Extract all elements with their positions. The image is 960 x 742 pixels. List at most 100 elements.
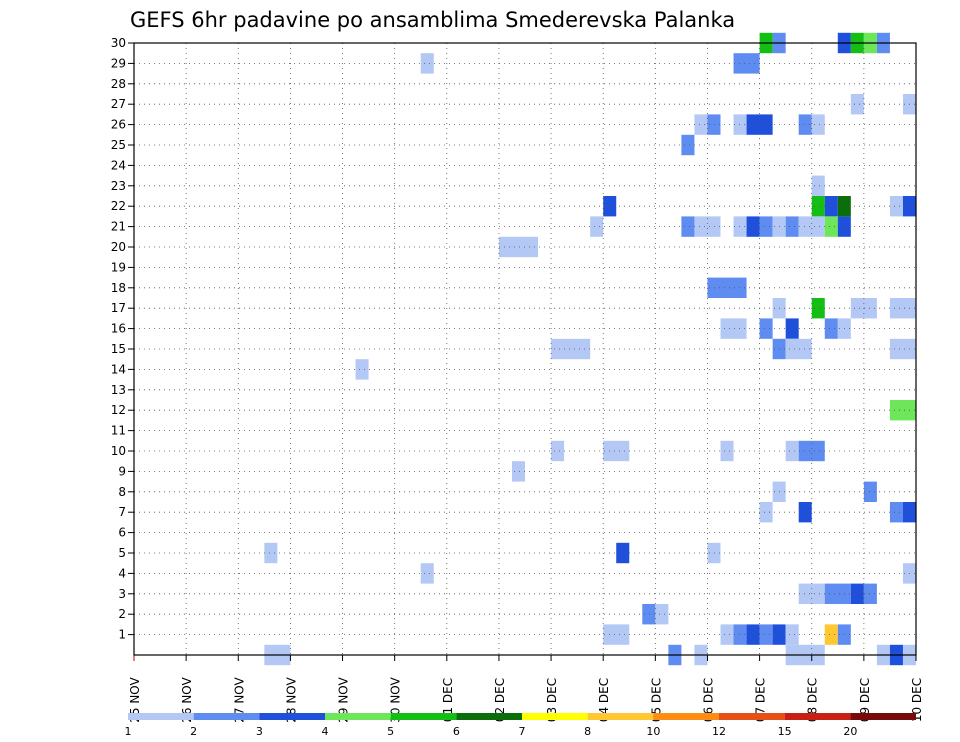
heatmap-cell xyxy=(811,196,825,217)
heatmap-cell xyxy=(798,440,825,462)
y-tick-label: 1 xyxy=(118,628,126,642)
heatmap-cell xyxy=(759,502,773,523)
y-tick-label: 17 xyxy=(111,301,126,315)
heatmap-cell xyxy=(694,216,721,237)
heatmap-cell xyxy=(811,298,825,319)
y-tick-label: 5 xyxy=(118,546,126,560)
x-tick-label: 29 NOV xyxy=(337,676,351,722)
legend-swatch xyxy=(587,713,654,720)
x-tick-label: 30 NOV xyxy=(389,676,403,722)
heatmap-cell xyxy=(720,624,734,645)
y-tick-label: 24 xyxy=(111,158,126,172)
legend-swatch xyxy=(390,713,457,720)
heatmap-cell xyxy=(498,236,539,258)
heatmap-cell xyxy=(889,502,903,523)
heatmap-cell xyxy=(655,604,669,625)
x-tick-label: 08 DEC xyxy=(806,678,820,722)
y-tick-label: 25 xyxy=(111,138,126,152)
y-tick-label: 15 xyxy=(111,342,126,356)
legend-label: 3 xyxy=(256,725,263,738)
heatmap-cell xyxy=(785,338,812,360)
legend-swatch xyxy=(653,713,719,720)
y-tick-label: 29 xyxy=(111,56,126,70)
x-tick-label: 03 DEC xyxy=(545,678,559,722)
heatmap-cell xyxy=(720,318,747,339)
legend-swatch xyxy=(784,713,851,720)
legend-label: 7 xyxy=(519,725,526,738)
legend-swatch xyxy=(325,713,391,720)
heatmap-cell xyxy=(824,196,838,217)
legend-label: 1 xyxy=(125,725,132,738)
heatmap-cell xyxy=(889,400,916,421)
y-tick-label: 22 xyxy=(111,199,126,213)
y-tick-label: 14 xyxy=(111,362,126,376)
legend-label: 12 xyxy=(712,725,726,738)
legend-label: 10 xyxy=(646,725,660,738)
heatmap-cell xyxy=(746,624,760,645)
color-legend: 1 2 3 4 5 6 7 8 10 12 15 20 xyxy=(125,713,916,738)
x-tick-label: 04 DEC xyxy=(597,678,611,722)
x-tick-label: 26 NOV xyxy=(180,676,194,722)
heatmap-cell xyxy=(720,440,734,462)
heatmap-cells xyxy=(264,32,916,666)
heatmap-cell xyxy=(694,114,708,135)
x-tick-label: 10 DEC xyxy=(910,678,924,722)
heatmap-cell xyxy=(707,277,747,298)
legend-label: 20 xyxy=(843,725,857,738)
heatmap-cell xyxy=(759,216,773,237)
legend-label: 4 xyxy=(322,725,329,738)
plot-frame xyxy=(133,42,917,656)
heatmap-cell xyxy=(733,216,747,237)
legend-swatch xyxy=(522,713,588,720)
heatmap-cell xyxy=(824,216,838,237)
y-tick-label: 26 xyxy=(111,118,126,132)
y-tick-label: 2 xyxy=(118,607,126,621)
x-tick-label: 05 DEC xyxy=(649,678,663,722)
heatmap-cell xyxy=(264,542,278,564)
x-tick-label: 09 DEC xyxy=(858,678,872,722)
y-tick-label: 4 xyxy=(118,566,126,580)
heatmap-cell xyxy=(681,134,695,156)
heatmap-cell xyxy=(551,440,565,462)
x-tick-label: 07 DEC xyxy=(754,678,768,722)
y-tick-label: 13 xyxy=(111,383,126,397)
heatmap-cell xyxy=(603,440,630,462)
heatmap-cell xyxy=(707,114,721,135)
legend-swatch xyxy=(128,713,194,720)
heatmap-cell xyxy=(616,542,630,564)
heatmap-cell xyxy=(746,216,760,237)
legend-label: 5 xyxy=(387,725,394,738)
heatmap-cell xyxy=(863,481,877,502)
legend-swatch xyxy=(456,713,522,720)
heatmap-cell xyxy=(850,94,864,115)
y-tick-label: 20 xyxy=(111,240,126,254)
x-tick-label: 25 NOV xyxy=(128,676,142,722)
gridlines xyxy=(134,43,916,655)
heatmap-cell xyxy=(824,583,851,604)
y-tick-label: 7 xyxy=(118,505,126,519)
heatmap-cell xyxy=(785,318,799,339)
legend-swatch xyxy=(850,713,916,720)
heatmap-cell xyxy=(811,175,825,196)
y-tick-label: 11 xyxy=(111,424,126,438)
legend-swatch xyxy=(719,713,785,720)
legend-swatch xyxy=(259,713,325,720)
y-tick-label: 10 xyxy=(111,444,126,458)
heatmap-cell xyxy=(811,114,825,135)
heatmap-cell xyxy=(759,318,773,339)
heatmap-cell xyxy=(420,53,434,74)
y-tick-label: 27 xyxy=(111,97,126,111)
legend-label: 6 xyxy=(453,725,460,738)
heatmap-cell xyxy=(707,542,721,564)
heatmap-cell xyxy=(642,604,656,625)
y-tick-label: 12 xyxy=(111,403,126,417)
x-tick-label: 06 DEC xyxy=(701,678,715,722)
heatmap-cell xyxy=(798,502,812,523)
y-axis-ticks: 1234567891011121314151617181920212223242… xyxy=(111,36,134,642)
y-tick-label: 16 xyxy=(111,322,126,336)
y-tick-label: 19 xyxy=(111,260,126,274)
heatmap-cell xyxy=(889,196,903,217)
y-tick-label: 28 xyxy=(111,77,126,91)
heatmap-cell xyxy=(603,624,630,645)
